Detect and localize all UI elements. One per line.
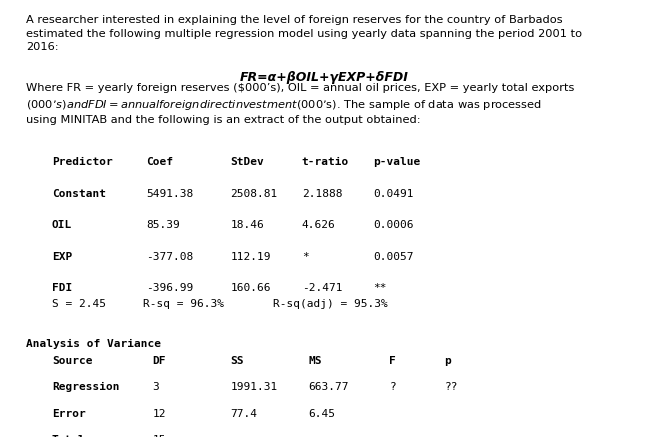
Text: 1991.31: 1991.31 — [230, 382, 278, 392]
Text: 3: 3 — [153, 382, 159, 392]
Text: *: * — [302, 252, 308, 262]
Text: **: ** — [373, 283, 387, 293]
Text: OIL: OIL — [52, 220, 72, 230]
Text: Coef: Coef — [146, 157, 173, 167]
Text: DF: DF — [153, 356, 166, 366]
Text: 0.0491: 0.0491 — [373, 189, 413, 199]
Text: MS: MS — [308, 356, 322, 366]
Text: 663.77: 663.77 — [308, 382, 349, 392]
Text: Total: Total — [52, 435, 86, 437]
Text: S = 2.45: S = 2.45 — [52, 299, 106, 309]
Text: Constant: Constant — [52, 189, 106, 199]
Text: R-sq = 96.3%: R-sq = 96.3% — [143, 299, 224, 309]
Text: 6.45: 6.45 — [308, 409, 336, 419]
Text: Regression: Regression — [52, 382, 119, 392]
Text: ?: ? — [389, 382, 396, 392]
Text: Source: Source — [52, 356, 92, 366]
Text: FR=α+βOIL+γEXP+δFDI: FR=α+βOIL+γEXP+δFDI — [240, 71, 409, 84]
Text: F: F — [389, 356, 396, 366]
Text: 85.39: 85.39 — [146, 220, 180, 230]
Text: EXP: EXP — [52, 252, 72, 262]
Text: StDev: StDev — [230, 157, 264, 167]
Text: p-value: p-value — [373, 157, 421, 167]
Text: Where FR = yearly foreign reserves ($000’s), OIL = annual oil prices, EXP = year: Where FR = yearly foreign reserves ($000… — [26, 83, 574, 125]
Text: SS: SS — [230, 356, 244, 366]
Text: Predictor: Predictor — [52, 157, 113, 167]
Text: 15: 15 — [153, 435, 166, 437]
Text: A researcher interested in explaining the level of foreign reserves for the coun: A researcher interested in explaining th… — [26, 15, 582, 52]
Text: -377.08: -377.08 — [146, 252, 193, 262]
Text: 2.1888: 2.1888 — [302, 189, 342, 199]
Text: 160.66: 160.66 — [230, 283, 271, 293]
Text: 112.19: 112.19 — [230, 252, 271, 262]
Text: 4.626: 4.626 — [302, 220, 336, 230]
Text: 2508.81: 2508.81 — [230, 189, 278, 199]
Text: 5491.38: 5491.38 — [146, 189, 193, 199]
Text: 0.0006: 0.0006 — [373, 220, 413, 230]
Text: p: p — [445, 356, 451, 366]
Text: 18.46: 18.46 — [230, 220, 264, 230]
Text: Error: Error — [52, 409, 86, 419]
Text: FDI: FDI — [52, 283, 72, 293]
Text: t-ratio: t-ratio — [302, 157, 349, 167]
Text: -2.471: -2.471 — [302, 283, 342, 293]
Text: 77.4: 77.4 — [230, 409, 258, 419]
Text: -396.99: -396.99 — [146, 283, 193, 293]
Text: R-sq(adj) = 95.3%: R-sq(adj) = 95.3% — [273, 299, 387, 309]
Text: Analysis of Variance: Analysis of Variance — [26, 339, 161, 349]
Text: 12: 12 — [153, 409, 166, 419]
Text: 0.0057: 0.0057 — [373, 252, 413, 262]
Text: ??: ?? — [445, 382, 458, 392]
